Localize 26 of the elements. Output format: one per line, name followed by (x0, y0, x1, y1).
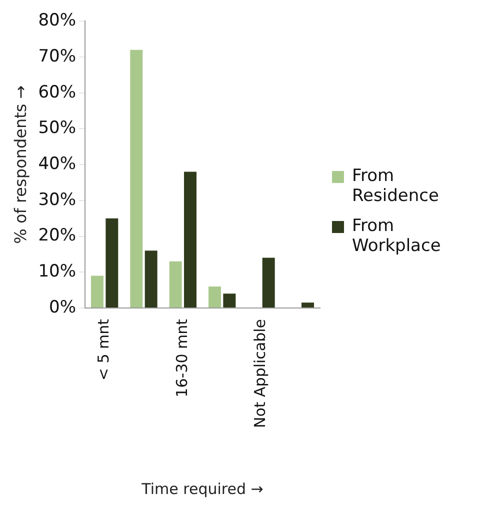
legend-label: From Workplace (352, 216, 442, 256)
bar (223, 294, 236, 308)
x-axis-title: Time required → (140, 480, 264, 498)
bar (169, 261, 182, 308)
x-tick-label: 16-30 mnt (172, 318, 191, 398)
legend-label: From Residence (352, 166, 440, 206)
y-tick-label: 40% (38, 154, 76, 174)
y-tick-label: 80% (38, 10, 76, 31)
y-tick-label: 50% (38, 118, 76, 138)
bar (208, 286, 221, 308)
bar (144, 250, 158, 308)
y-axis-title: % of respondents → (10, 85, 30, 244)
y-tick-label: 10% (38, 262, 76, 282)
y-tick-label: 70% (38, 46, 76, 66)
y-tick-label: 30% (38, 190, 76, 210)
bar (262, 258, 275, 308)
bar (106, 218, 118, 308)
bar (302, 302, 314, 308)
bar (184, 172, 196, 308)
x-tick-label: < 5 mnt (94, 318, 112, 381)
x-tick-label: Not Applicable (251, 318, 270, 428)
y-tick-label: 0% (49, 297, 76, 318)
bar (90, 276, 104, 308)
y-tick-label: 20% (38, 226, 76, 246)
y-tick-label: 60% (38, 82, 76, 102)
bar (130, 50, 143, 308)
